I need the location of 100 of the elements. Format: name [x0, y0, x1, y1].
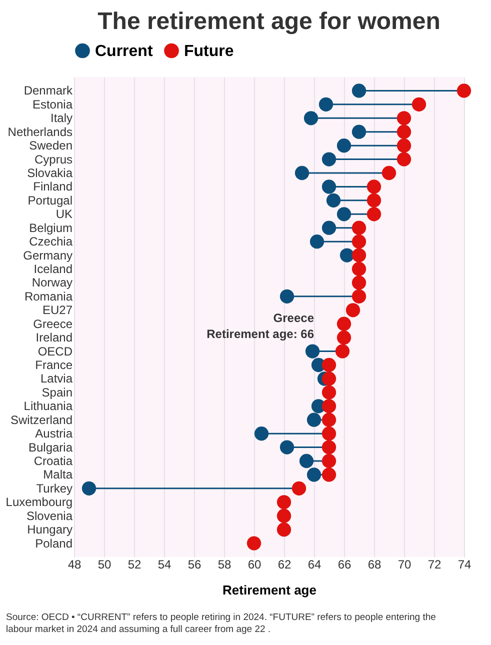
x-tick-label: 54	[158, 558, 172, 572]
point	[304, 111, 318, 126]
point	[346, 303, 360, 318]
x-tick-label: 66	[338, 558, 352, 572]
x-tick-label: 64	[308, 558, 322, 572]
y-tick-label: Switzerland	[10, 412, 72, 427]
point	[306, 412, 322, 427]
y-tick-label: UK	[56, 207, 72, 222]
point	[412, 97, 426, 112]
point	[322, 385, 336, 400]
x-tick-label: 50	[98, 558, 112, 572]
point	[299, 454, 314, 468]
x-axis-title: Retirement age	[222, 582, 316, 598]
y-tick-label: Slovakia	[27, 166, 73, 180]
y-tick-label: Italy	[50, 111, 72, 126]
x-tick-label: 60	[248, 558, 262, 572]
x-tick-label: 70	[398, 558, 412, 572]
point	[322, 412, 336, 427]
point	[456, 84, 472, 98]
y-tick-label: Turkey	[36, 481, 72, 496]
point	[326, 193, 341, 208]
point	[336, 138, 352, 153]
point	[82, 481, 96, 496]
point	[366, 180, 382, 194]
y-tick-label: Croatia	[34, 454, 73, 468]
point	[276, 522, 292, 537]
x-tick-label: 58	[218, 558, 232, 572]
point	[294, 166, 310, 180]
point	[246, 536, 262, 550]
y-tick-label: Finland	[33, 180, 72, 194]
y-tick-label: Romania	[24, 289, 73, 304]
x-tick-label: 62	[278, 558, 292, 572]
y-tick-label: Spain	[42, 385, 72, 400]
point	[352, 289, 366, 304]
x-tick-label: 72	[428, 558, 442, 572]
y-tick-label: Sweden	[29, 138, 72, 153]
point	[322, 468, 336, 482]
point	[306, 468, 322, 482]
point	[318, 97, 334, 112]
point	[322, 440, 336, 454]
y-tick-label: Norway	[32, 276, 72, 290]
point	[322, 220, 336, 235]
y-tick-label: Cyprus	[34, 152, 72, 166]
point	[366, 207, 382, 222]
point	[310, 234, 324, 249]
x-tick-label: 68	[368, 558, 382, 572]
point	[254, 426, 269, 441]
point	[276, 495, 292, 510]
point	[366, 193, 382, 208]
point	[276, 508, 292, 523]
point	[335, 344, 350, 358]
y-tick-label: Slovenia	[26, 508, 73, 523]
y-tick-label: EU27	[42, 303, 73, 318]
y-tick-label: Ireland	[36, 330, 72, 345]
y-tick-label: Poland	[35, 536, 72, 550]
x-tick-label: 74	[458, 558, 472, 572]
y-tick-label: Luxembourg	[6, 495, 72, 510]
point	[352, 248, 366, 262]
x-tick-label: 56	[188, 558, 202, 572]
x-tick-label: 48	[68, 558, 82, 572]
point	[322, 180, 336, 194]
y-tick-label: Estonia	[32, 97, 73, 112]
y-tick-label: Malta	[43, 468, 73, 482]
point	[396, 138, 412, 153]
source-note: Source: OECD • “CURRENT” refers to people retiring in 2024. “FUTURE” refers to people entering the labour market in 2024 and assuming a full career from age 22 .	[6, 612, 436, 635]
y-tick-label: Latvia	[40, 372, 73, 386]
legend-label: Current	[95, 42, 154, 60]
y-tick-label: Germany	[23, 248, 72, 262]
chart-title: The retirement age for women	[98, 8, 440, 35]
point	[280, 289, 294, 304]
y-tick-label: Denmark	[24, 84, 74, 98]
y-tick-label: OECD	[38, 344, 73, 358]
point	[336, 330, 352, 345]
point	[352, 124, 366, 139]
y-tick-label: Iceland	[34, 262, 72, 276]
point	[396, 152, 412, 166]
point	[322, 399, 336, 414]
point	[336, 316, 352, 331]
y-tick-label: Bulgaria	[28, 440, 73, 454]
point	[382, 166, 396, 180]
point	[352, 262, 366, 276]
point	[322, 454, 336, 468]
point	[305, 344, 320, 358]
y-tick-label: Greece	[33, 316, 73, 331]
y-tick-label: Austria	[35, 426, 73, 441]
y-tick-label: Hungary	[27, 522, 72, 537]
point	[352, 234, 366, 249]
annotation: Greece Retirement age: 66	[206, 310, 314, 341]
legend-label: Future	[184, 42, 234, 60]
y-tick-label: France	[35, 358, 73, 372]
point	[352, 276, 366, 290]
point	[336, 207, 352, 222]
point	[292, 481, 306, 496]
point	[322, 358, 336, 372]
point	[352, 220, 366, 235]
point	[396, 124, 412, 139]
y-tick-label: Lithuania	[24, 399, 73, 414]
point	[396, 111, 412, 126]
y-tick-label: Czechia	[29, 234, 73, 249]
point	[340, 248, 354, 262]
